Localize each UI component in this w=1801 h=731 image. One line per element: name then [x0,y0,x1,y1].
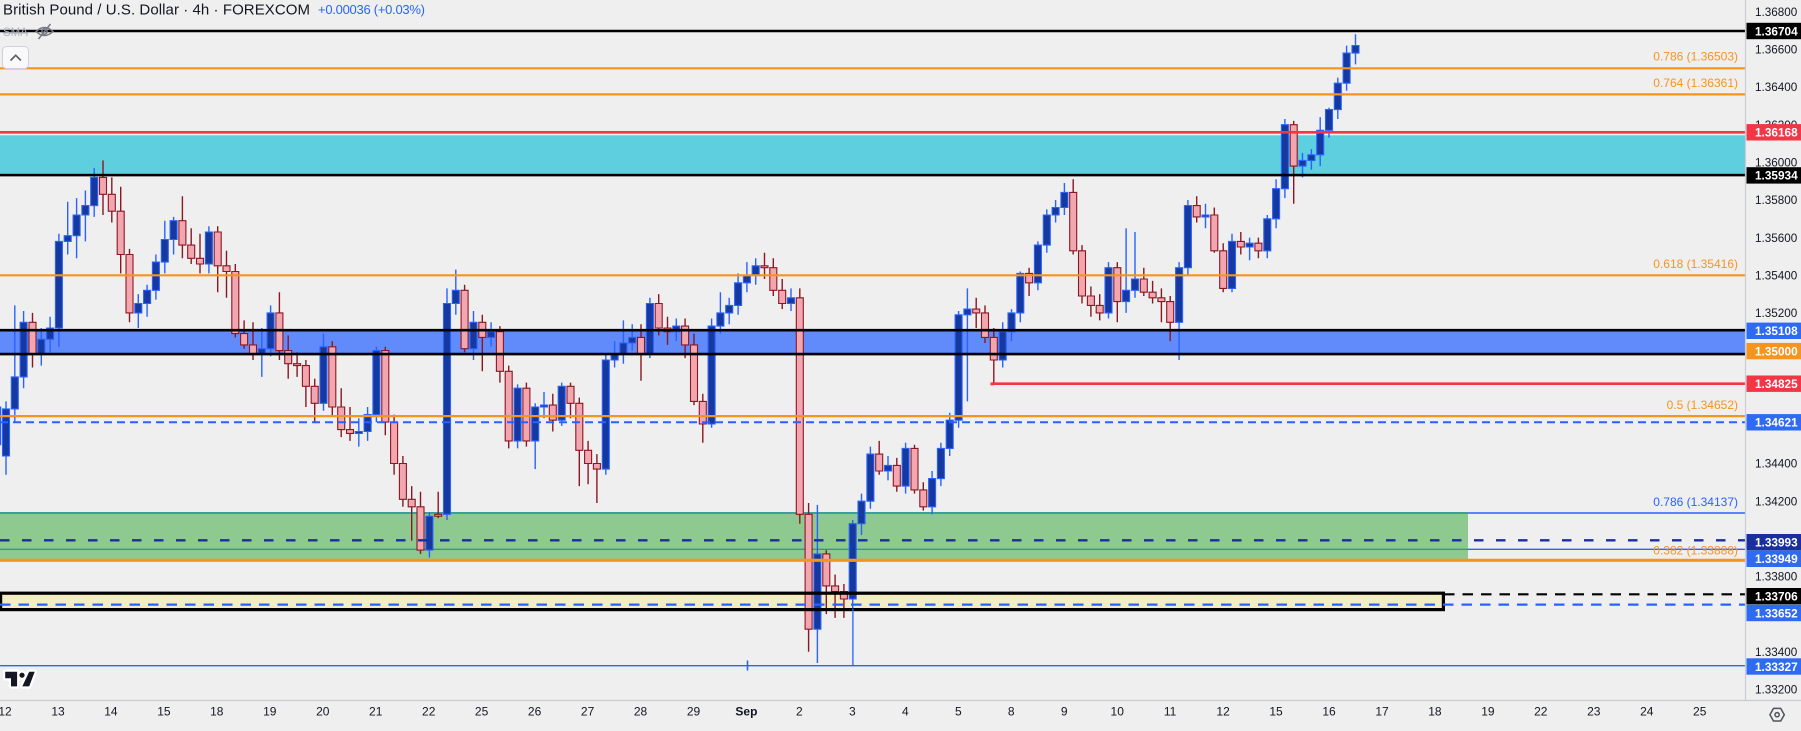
svg-text:1.33949: 1.33949 [1755,552,1798,566]
svg-text:0.382 (1.33888): 0.382 (1.33888) [1653,544,1738,558]
svg-text:0.786 (1.34137): 0.786 (1.34137) [1653,495,1738,509]
svg-text:Sep: Sep [735,705,757,719]
svg-text:1.35400: 1.35400 [1755,270,1798,283]
svg-text:1.36600: 1.36600 [1755,44,1798,57]
svg-text:14: 14 [104,705,118,719]
svg-text:27: 27 [581,705,595,719]
svg-text:1.35000: 1.35000 [1755,344,1798,358]
svg-text:1.34400: 1.34400 [1755,458,1798,471]
svg-text:5: 5 [955,705,962,719]
svg-text:23: 23 [1587,705,1601,719]
svg-text:8: 8 [1008,705,1015,719]
svg-text:1.35108: 1.35108 [1755,324,1798,338]
svg-text:20: 20 [316,705,330,719]
svg-text:1.33993: 1.33993 [1755,536,1798,550]
svg-text:0.618 (1.35416): 0.618 (1.35416) [1653,257,1738,271]
svg-text:1.34621: 1.34621 [1755,416,1798,430]
svg-text:1.33327: 1.33327 [1755,660,1798,674]
svg-text:16: 16 [1322,705,1336,719]
svg-text:12: 12 [0,705,12,719]
svg-text:11: 11 [1164,705,1177,719]
svg-text:British Pound / U.S. Dollar ·: British Pound / U.S. Dollar · 4h · FOREX… [3,2,310,19]
svg-text:15: 15 [1269,705,1283,719]
svg-text:18: 18 [210,705,224,719]
svg-text:1.35200: 1.35200 [1755,307,1798,320]
svg-text:1.36168: 1.36168 [1755,126,1798,140]
svg-text:29: 29 [687,705,701,719]
svg-text:25: 25 [1693,705,1707,719]
svg-text:0.786 (1.36503): 0.786 (1.36503) [1653,50,1738,64]
svg-text:1.35934: 1.35934 [1755,169,1798,183]
svg-text:25: 25 [475,705,489,719]
svg-text:26: 26 [528,705,542,719]
svg-text:22: 22 [1534,705,1548,719]
svg-text:0.764 (1.36361): 0.764 (1.36361) [1653,76,1738,90]
svg-text:24: 24 [1640,705,1654,719]
svg-text:10: 10 [1111,705,1125,719]
svg-text:4: 4 [902,705,909,719]
svg-text:1.33706: 1.33706 [1755,590,1798,604]
svg-text:1.36704: 1.36704 [1755,24,1798,38]
svg-text:0.5 (1.34652): 0.5 (1.34652) [1667,398,1738,412]
svg-text:9: 9 [1061,705,1068,719]
svg-text:18: 18 [1428,705,1442,719]
svg-text:19: 19 [1481,705,1495,719]
svg-text:SMA: SMA [3,27,28,39]
svg-text:15: 15 [157,705,171,719]
svg-text:1.35600: 1.35600 [1755,232,1798,245]
svg-text:1.34200: 1.34200 [1755,495,1798,508]
svg-text:1.34825: 1.34825 [1755,377,1798,391]
svg-text:22: 22 [422,705,436,719]
svg-text:1.36400: 1.36400 [1755,81,1798,94]
svg-text:2: 2 [796,705,803,719]
svg-text:1.33200: 1.33200 [1755,684,1798,697]
svg-text:21: 21 [369,705,383,719]
svg-text:19: 19 [263,705,277,719]
svg-text:1.36800: 1.36800 [1755,6,1798,19]
svg-text:1.33800: 1.33800 [1755,571,1798,584]
svg-text:3: 3 [849,705,856,719]
svg-text:1.35800: 1.35800 [1755,194,1798,207]
svg-text:12: 12 [1216,705,1230,719]
svg-text:28: 28 [634,705,648,719]
svg-text:+0.00036 (+0.03%): +0.00036 (+0.03%) [318,2,425,17]
svg-text:1.33652: 1.33652 [1755,606,1798,620]
svg-text:13: 13 [51,705,65,719]
svg-text:1.33400: 1.33400 [1755,646,1798,659]
svg-text:17: 17 [1375,705,1389,719]
